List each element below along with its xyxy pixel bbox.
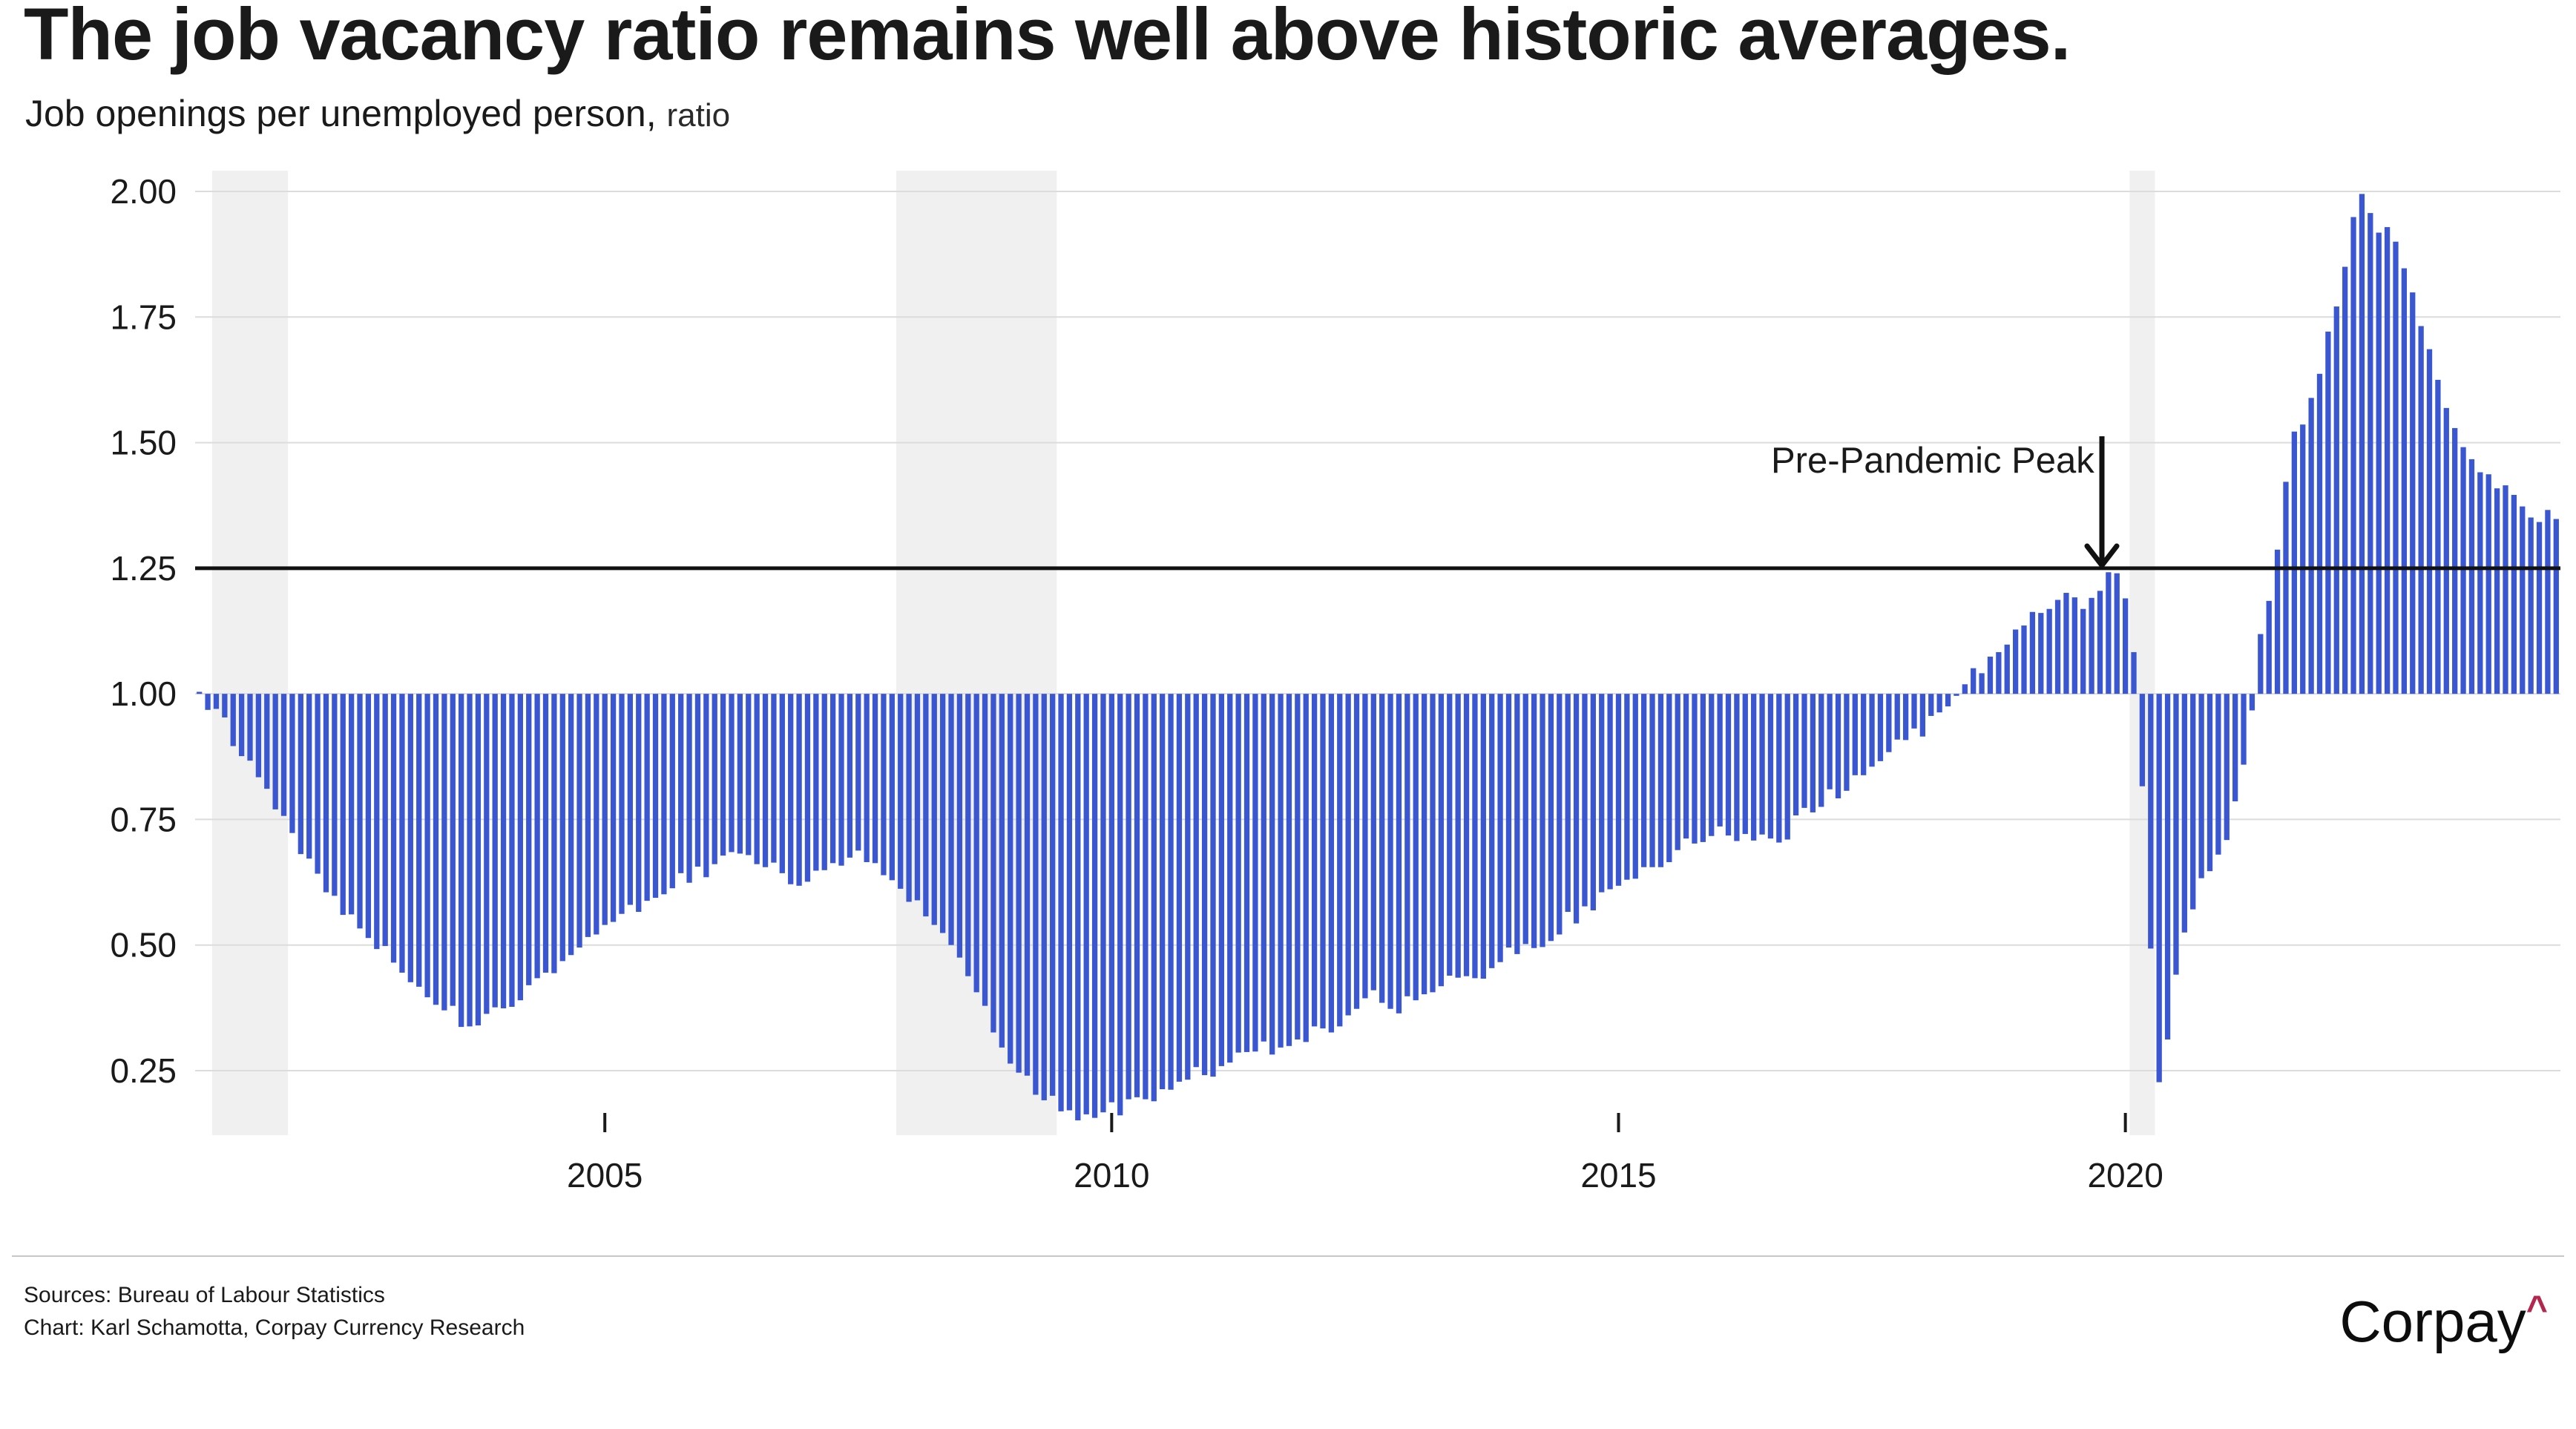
svg-text:2005: 2005 xyxy=(567,1156,643,1195)
svg-text:0.50: 0.50 xyxy=(110,926,177,965)
svg-text:1.25: 1.25 xyxy=(110,549,177,588)
svg-text:2.00: 2.00 xyxy=(110,172,177,211)
svg-text:0.25: 0.25 xyxy=(110,1051,177,1090)
svg-text:0.75: 0.75 xyxy=(110,800,177,838)
svg-text:2015: 2015 xyxy=(1580,1156,1656,1195)
svg-text:1.00: 1.00 xyxy=(110,674,177,713)
svg-text:1.75: 1.75 xyxy=(110,298,177,336)
svg-text:2010: 2010 xyxy=(1074,1156,1149,1195)
svg-text:2020: 2020 xyxy=(2087,1156,2163,1195)
svg-text:1.50: 1.50 xyxy=(110,424,177,462)
svg-text:Pre-Pandemic Peak: Pre-Pandemic Peak xyxy=(1771,441,2094,481)
